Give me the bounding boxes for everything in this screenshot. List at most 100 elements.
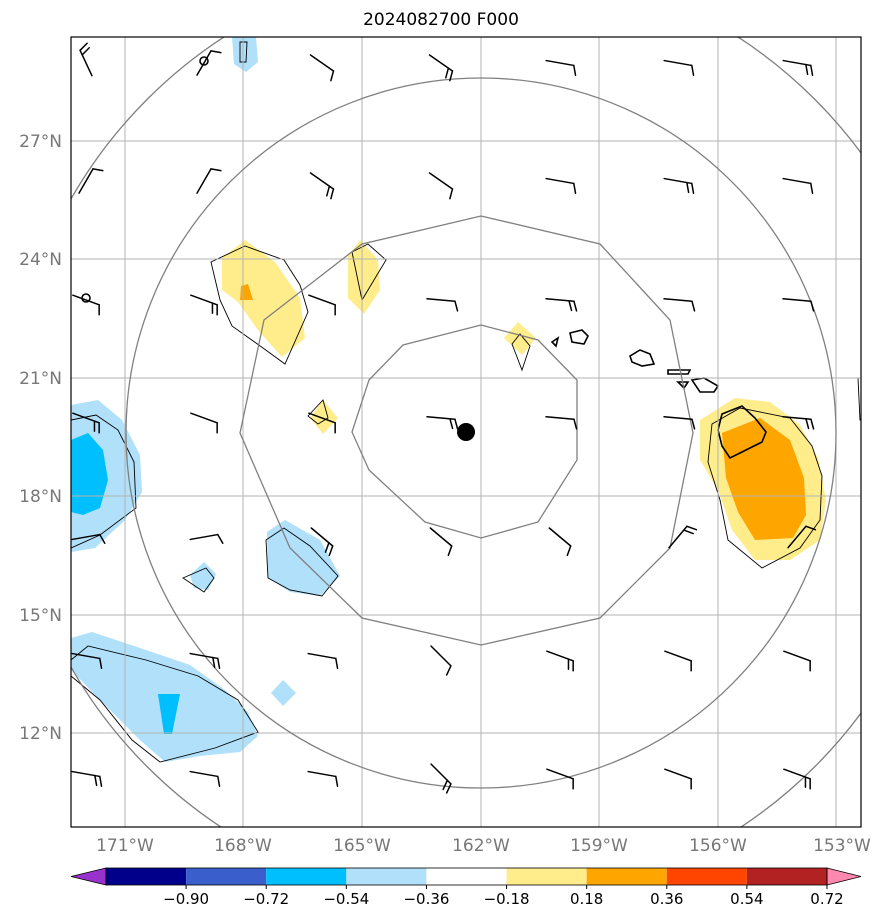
wind-barb-feather — [81, 47, 91, 56]
wind-barb-feather — [324, 542, 330, 553]
lon-tick-label: 153°W — [813, 836, 871, 856]
wind-barb-feather — [454, 418, 459, 430]
wind-barb-feather — [566, 545, 572, 557]
wind-barb — [664, 650, 692, 662]
contour-line — [71, 414, 137, 549]
wind-barb — [782, 177, 812, 185]
colorbar-segment — [746, 868, 827, 885]
map-frame — [70, 36, 862, 828]
wind-barb-feather — [568, 300, 573, 312]
wind-barb-feather — [810, 300, 815, 312]
contour-line — [307, 399, 329, 425]
positive-anomaly-area — [310, 400, 338, 434]
wind-barb — [429, 527, 453, 547]
wind-barb-feather — [573, 300, 578, 312]
contour-line — [210, 245, 309, 365]
wind-barb-feather — [573, 182, 577, 195]
wind-barb-feather — [810, 182, 814, 195]
range-rings — [71, 37, 861, 827]
lon-tick-label: 159°W — [570, 836, 628, 856]
wind-barb-feather — [99, 533, 106, 544]
wind-barb-feather — [94, 774, 98, 787]
wind-barb-feather — [99, 657, 103, 670]
wind-barb — [78, 168, 94, 194]
wind-barb — [663, 298, 693, 302]
wind-barb — [71, 770, 101, 778]
wind-barb-feather — [691, 64, 695, 77]
wind-barb-feather — [217, 657, 221, 670]
wind-barb-feather — [691, 182, 695, 195]
gridlines — [71, 37, 861, 827]
wind-barb-feather — [810, 418, 815, 430]
lon-tick-label: 162°W — [452, 836, 510, 856]
colorbar-segment — [586, 868, 667, 885]
wind-barb — [190, 294, 218, 306]
island-molokai-coastline — [667, 369, 692, 375]
wind-barb-feather — [810, 64, 814, 77]
wind-barb — [430, 645, 452, 667]
wind-barb-feather — [330, 188, 335, 200]
wind-barbs — [71, 42, 817, 794]
contour-line — [182, 567, 215, 593]
wind-barb-feather — [686, 181, 690, 194]
contour-line — [511, 333, 531, 372]
wind-barb-feather — [217, 533, 224, 544]
lat-tick-label: 18°N — [19, 487, 62, 507]
colorbar-tick-label: −0.90 — [163, 890, 209, 908]
wind-barb-feather — [573, 418, 578, 430]
lon-tick-label: 171°W — [96, 836, 154, 856]
wind-barb-feather — [99, 775, 103, 788]
colorbar-tick-label: 0.72 — [810, 890, 843, 908]
wind-barb — [783, 768, 811, 780]
latitude-axis: 12°N 15°N 18°N 21°N 24°N 27°N — [19, 132, 62, 744]
wind-barb-feather — [210, 50, 222, 54]
storm-center-marker — [457, 423, 475, 441]
wind-barb-feather — [328, 545, 334, 557]
wind-barb-feather — [335, 657, 339, 670]
wind-barb — [782, 59, 812, 67]
colorbar-tick-label: 0.54 — [730, 890, 763, 908]
island-kauai-coastline — [569, 329, 589, 345]
positive-anomaly-area — [504, 322, 536, 355]
shaded-anomaly-fields — [71, 37, 826, 762]
colorbar-extend-high — [826, 867, 862, 886]
wind-barb — [426, 298, 456, 302]
colorbar-segment — [106, 868, 187, 885]
island-hawaii-coastline — [717, 405, 767, 460]
range-ring — [125, 77, 837, 789]
wind-barb-feather — [805, 418, 810, 430]
wind-barb-feather — [805, 525, 817, 531]
wind-barb-feather — [217, 775, 221, 788]
wind-barb-feather — [445, 67, 450, 79]
lat-tick-label: 21°N — [19, 369, 62, 389]
island-oahu-coastline — [629, 349, 656, 367]
island-niihau-coastline — [550, 336, 560, 348]
wind-barb — [71, 652, 101, 660]
wind-barb-feather — [573, 64, 577, 77]
wind-barb-feather — [79, 42, 88, 52]
negative-anomaly-area — [190, 562, 216, 590]
wind-barb — [307, 770, 337, 778]
colorbar: −0.90 −0.72 −0.54 −0.36 −0.18 0.18 0.36 0.54 0.7… — [70, 867, 862, 908]
map-plot-area — [71, 37, 861, 827]
wind-barb-feather — [335, 775, 339, 788]
wind-barb — [548, 527, 572, 547]
colorbar-tick-label: −0.72 — [243, 890, 289, 908]
contour-line — [71, 645, 259, 763]
wind-barb-feather — [691, 300, 696, 312]
colorbar-extend-low — [70, 867, 107, 886]
wind-barb — [663, 416, 693, 420]
wind-barb — [308, 294, 336, 306]
lon-tick-label: 156°W — [689, 836, 747, 856]
wind-barb — [426, 416, 456, 420]
lat-tick-label: 12°N — [19, 724, 62, 744]
wind-barb-feather — [445, 783, 452, 794]
contour-line — [239, 41, 248, 63]
wind-barb-feather — [442, 779, 449, 791]
wind-barb — [787, 525, 807, 549]
wind-barb-feather — [445, 665, 452, 676]
longitude-axis: 171°W 168°W 165°W 162°W 159°W 156°W 153°… — [96, 836, 871, 856]
colorbar-segment — [186, 868, 267, 885]
wind-barb — [664, 768, 692, 780]
